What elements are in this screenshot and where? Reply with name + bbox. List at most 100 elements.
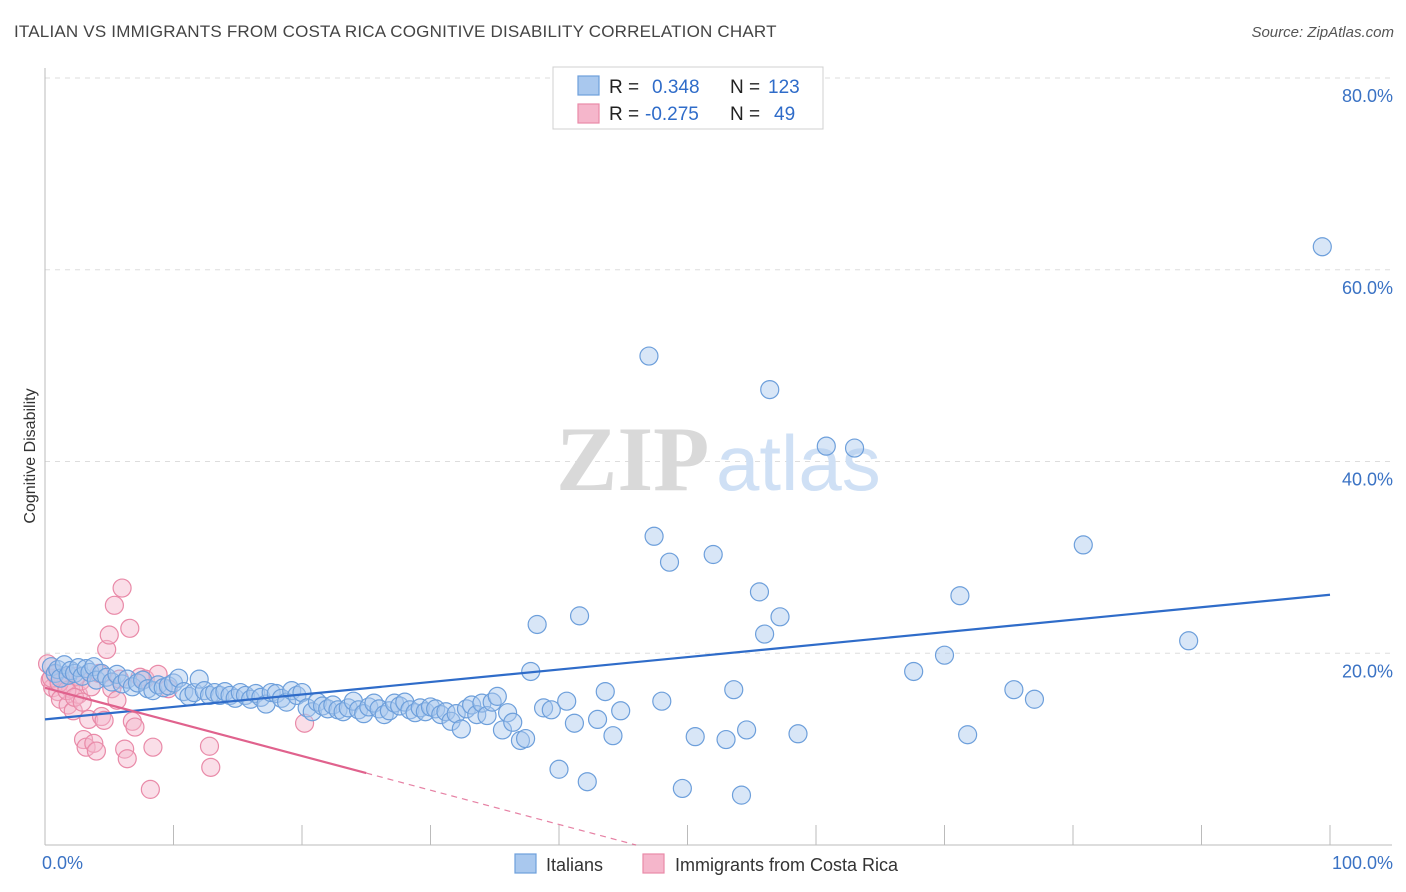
italians-point [189, 669, 209, 689]
legend-swatch-costa-rica [577, 103, 600, 124]
legend-n-label: N = [730, 104, 760, 125]
costa-rica-point [201, 757, 221, 777]
italians-point [549, 759, 569, 779]
costa-rica-point [58, 695, 78, 715]
italians-point [685, 727, 705, 747]
costa-rica-point [140, 779, 160, 799]
italians-point [1073, 535, 1093, 555]
trend-lines [44, 593, 1331, 846]
costa-rica-point [104, 595, 124, 615]
italians-point [451, 719, 471, 739]
y-tick-label: 20.0% [1342, 661, 1393, 681]
italians-point [515, 728, 536, 749]
watermark: ZIP atlas [556, 408, 881, 510]
italians-point [844, 438, 865, 458]
italians-point [731, 785, 752, 805]
legend-r-value-costa-rica: -0.275 [645, 104, 699, 125]
italians-point [904, 661, 924, 682]
italians-point [122, 677, 142, 697]
italians-point [1312, 237, 1332, 257]
italians-point [760, 379, 780, 400]
italians-trend-line [44, 593, 1331, 721]
italians-point [498, 703, 518, 723]
italians-point [611, 701, 631, 721]
grid [45, 77, 1392, 654]
italians-point [210, 685, 230, 706]
costa-rica-point [99, 625, 119, 645]
bottom-legend-swatch-costa-rica [642, 853, 665, 874]
x-tick-label: 0.0% [42, 853, 83, 873]
italians-point [302, 702, 322, 722]
italians-point [603, 726, 623, 746]
italians-point [659, 552, 680, 572]
x-tick-labels: 0.0% 100.0% [42, 853, 1393, 873]
italians-point [541, 700, 561, 720]
y-tick-label: 80.0% [1342, 86, 1393, 106]
italians-point [446, 704, 466, 724]
costa-rica-trend-line [44, 686, 367, 775]
italians-point [557, 691, 577, 711]
italians-point [410, 698, 430, 718]
italians-point [527, 614, 547, 635]
italians-point [1024, 689, 1045, 709]
costa-rica-point [120, 618, 140, 638]
italians-point [312, 696, 333, 716]
legend: R = 0.348 N = 123 R = -0.275 N = 49 [552, 66, 824, 130]
italians-point [587, 709, 608, 730]
italians-point [577, 772, 597, 792]
legend-n-label: N = [730, 77, 760, 98]
bottom-legend-italians: Italians [546, 855, 603, 875]
italians-point [703, 544, 723, 565]
chart-title: ITALIAN VS IMMIGRANTS FROM COSTA RICA CO… [14, 22, 777, 41]
costa-rica-point [97, 639, 117, 660]
italians-point [431, 705, 451, 725]
costa-rica-point [102, 679, 122, 699]
legend-r-value-italians: 0.348 [652, 77, 700, 98]
italians-point [754, 624, 775, 644]
italians-point [716, 729, 736, 750]
italians-point [148, 675, 168, 695]
y-tick-label: 60.0% [1342, 278, 1393, 298]
italians-point [533, 698, 554, 718]
italians-point [487, 686, 507, 706]
italians-point [492, 720, 513, 740]
legend-swatch-italians [577, 75, 600, 96]
bottom-legend: Italians Immigrants from Costa Rica [514, 853, 899, 875]
watermark-atlas: atlas [716, 419, 881, 507]
italians-point [205, 682, 225, 703]
costa-rica-point [117, 749, 137, 769]
costa-rica-point [112, 578, 132, 598]
italians-point [958, 725, 978, 745]
italians-point [564, 713, 585, 733]
italians-point [107, 664, 127, 684]
italians-point [569, 606, 590, 626]
legend-n-value-italians: 123 [768, 77, 800, 98]
costa-rica-point [86, 741, 107, 761]
costa-rica-point [73, 729, 94, 750]
italians-point [724, 680, 744, 700]
legend-r-label: R = [609, 104, 639, 125]
italians-point [672, 778, 692, 799]
italians-point [644, 526, 664, 546]
italians-point [770, 607, 790, 627]
italians-point [318, 699, 338, 719]
x-tick-label: 100.0% [1332, 853, 1393, 873]
costa-rica-point [72, 692, 92, 712]
italians-point [595, 681, 615, 702]
costa-rica-point [94, 710, 114, 730]
italians-point [276, 692, 297, 712]
italians-point [737, 720, 757, 740]
y-axis-label: Cognitive Disability [22, 388, 39, 523]
bottom-legend-swatch-italians [514, 853, 537, 874]
italians-point [1004, 680, 1024, 700]
costa-rica-point [125, 717, 145, 737]
italians-point [816, 436, 836, 456]
italians-point [215, 681, 235, 702]
italians-point [297, 698, 317, 718]
italians-point [749, 582, 770, 602]
italians-point [788, 724, 808, 744]
costa-rica-point [143, 737, 163, 757]
italians-points [41, 237, 1332, 805]
italians-point [934, 645, 955, 665]
